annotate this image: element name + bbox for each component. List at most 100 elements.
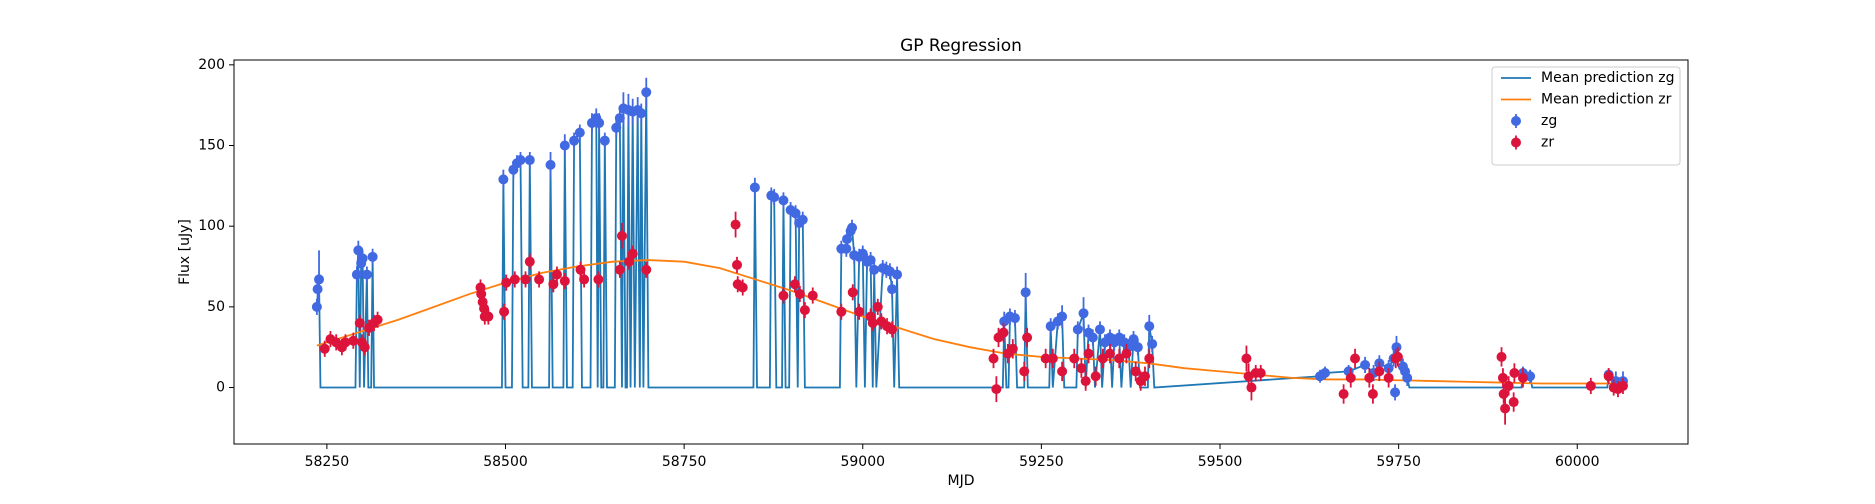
data-point (1009, 313, 1020, 324)
data-point (359, 342, 370, 353)
data-point (1585, 380, 1596, 391)
data-point (797, 214, 808, 225)
data-point (1509, 368, 1520, 379)
data-point (1383, 372, 1394, 383)
data-point (769, 192, 780, 203)
legend-swatch (1511, 116, 1521, 126)
data-point (1078, 308, 1089, 319)
data-point (887, 284, 898, 295)
data-point (1617, 380, 1628, 391)
data-point (551, 269, 562, 280)
data-point (1503, 380, 1514, 391)
data-point (575, 264, 586, 275)
data-point (857, 248, 868, 259)
data-point (799, 305, 810, 316)
data-point (498, 174, 509, 185)
data-point (367, 251, 378, 262)
data-point (1104, 348, 1115, 359)
data-point (1391, 342, 1402, 353)
data-point (794, 288, 805, 299)
data-point (1019, 366, 1030, 377)
x-tick-label: 59250 (1019, 454, 1064, 470)
data-point (483, 311, 494, 322)
data-point (1090, 371, 1101, 382)
data-point (1147, 338, 1158, 349)
y-tick-label: 0 (216, 380, 225, 396)
data-point (593, 274, 604, 285)
data-point (867, 317, 878, 328)
data-point (1364, 372, 1375, 383)
data-point (1057, 311, 1068, 322)
data-point (1069, 353, 1080, 364)
axes-frame (233, 59, 1689, 445)
data-point (1603, 371, 1614, 382)
data-point (340, 337, 351, 348)
data-point (314, 274, 325, 285)
data-point (1350, 353, 1361, 364)
data-point (737, 282, 748, 293)
x-tick-label: 59750 (1376, 454, 1421, 470)
legend-label: Mean prediction zg (1541, 70, 1675, 86)
data-point (1121, 348, 1132, 359)
data-point (311, 301, 322, 312)
data-point (515, 155, 526, 166)
data-point (732, 259, 743, 270)
x-tick-label: 58750 (662, 454, 707, 470)
data-point (616, 230, 627, 241)
data-point (354, 317, 365, 328)
data-point (624, 256, 635, 267)
data-point (778, 195, 789, 206)
data-point (548, 279, 559, 290)
data-point (636, 108, 647, 119)
data-point (1360, 359, 1371, 370)
data-point (892, 269, 903, 280)
data-point (357, 253, 368, 264)
data-point (988, 353, 999, 364)
data-point (869, 264, 880, 275)
data-point (1057, 366, 1068, 377)
data-point (836, 306, 847, 317)
data-point (847, 287, 858, 298)
data-point (1241, 353, 1252, 364)
data-point (1246, 382, 1257, 393)
data-point (1087, 332, 1098, 343)
data-point (1367, 388, 1378, 399)
data-point (1045, 321, 1056, 332)
x-tick-label: 58250 (305, 454, 350, 470)
data-point (614, 113, 625, 124)
data-point (476, 288, 487, 299)
data-point (627, 248, 638, 259)
data-point (1320, 368, 1331, 379)
data-point (1020, 287, 1031, 298)
data-point (730, 219, 741, 230)
chart-title: GP Regression (900, 36, 1022, 56)
data-point (1094, 324, 1105, 335)
data-point (841, 243, 852, 254)
data-point (641, 87, 652, 98)
data-point (479, 303, 490, 314)
data-point (579, 274, 590, 285)
data-point (991, 384, 1002, 395)
data-point (1255, 368, 1266, 379)
y-axis-label: Flux [uJy] (177, 219, 193, 285)
legend-box (1491, 66, 1681, 166)
data-point (501, 277, 512, 288)
data-point (1040, 353, 1051, 364)
data-point (1500, 403, 1511, 414)
data-point (1097, 353, 1108, 364)
legend-label: zr (1541, 135, 1554, 151)
data-point (348, 335, 359, 346)
legend-label: zg (1541, 113, 1557, 129)
data-point (574, 127, 585, 138)
data-point (1072, 324, 1083, 335)
data-point (312, 284, 323, 295)
data-point (1498, 388, 1509, 399)
data-point (1517, 372, 1528, 383)
plot-area (311, 77, 1628, 425)
legend-label: Mean prediction zr (1541, 92, 1672, 108)
data-point (865, 255, 876, 266)
data-point (1374, 366, 1385, 377)
data-point (1080, 376, 1091, 387)
